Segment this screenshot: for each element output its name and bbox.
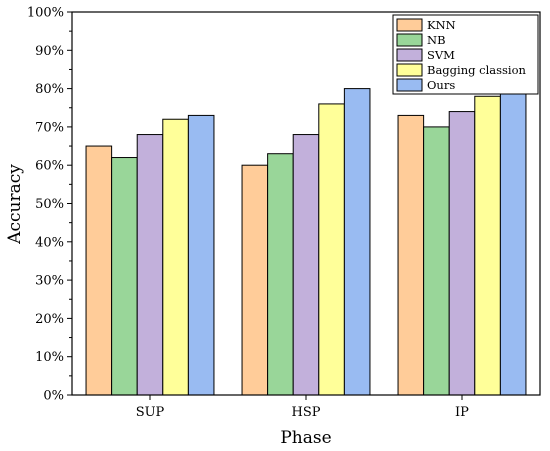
bar-knn-ip <box>397 114 425 396</box>
x-tick-label: IP <box>455 405 469 420</box>
legend-swatch-nb <box>396 33 423 47</box>
bar-bagging-classion-hsp <box>318 103 345 396</box>
legend-label-knn: KNN <box>427 18 456 32</box>
y-tick-label: 100% <box>27 6 64 21</box>
bar-ours-sup <box>187 114 215 396</box>
bar-bagging-classion-sup <box>162 118 189 396</box>
y-tick-label: 30% <box>35 274 64 289</box>
legend-swatch-bagging-classion <box>396 63 423 77</box>
y-axis-title: Accuracy <box>5 164 25 245</box>
bar-nb-hsp <box>267 153 294 396</box>
x-axis-title: Phase <box>280 428 331 448</box>
legend-swatch-knn <box>396 18 423 32</box>
y-tick-label: 80% <box>35 82 64 97</box>
y-tick-label: 10% <box>35 350 64 365</box>
legend-swatch-svm <box>396 48 423 62</box>
y-tick-label: 0% <box>43 389 64 404</box>
bar-svm-hsp <box>292 134 320 396</box>
bar-ours-hsp <box>343 88 371 396</box>
legend-label-bagging-classion: Bagging classion <box>427 63 527 77</box>
bar-svm-ip <box>448 111 476 396</box>
legend-swatch-ours <box>396 78 423 92</box>
legend-label-ours: Ours <box>427 78 455 92</box>
bars-group <box>85 88 527 396</box>
y-tick-label: 60% <box>35 159 64 174</box>
y-tick-label: 20% <box>35 312 64 327</box>
bar-bagging-classion-ip <box>474 95 501 396</box>
x-axis: SUP HSP IP <box>136 395 469 420</box>
y-tick-label: 50% <box>35 197 64 212</box>
x-tick-label: SUP <box>136 405 165 420</box>
y-tick-label: 40% <box>35 235 64 250</box>
legend-label-svm: SVM <box>427 48 455 62</box>
bar-svm-sup <box>136 134 164 396</box>
bar-knn-sup <box>85 145 113 396</box>
legend-label-nb: NB <box>427 33 446 47</box>
bar-knn-hsp <box>241 164 269 396</box>
y-axis: 0% 10% 20% 30% 40% 50% 60% 70% 80% 90% 100% <box>27 6 72 404</box>
y-tick-label: 70% <box>35 120 64 135</box>
y-tick-label: 90% <box>35 44 64 59</box>
bar-nb-ip <box>423 126 450 396</box>
bar-ours-ip <box>499 91 527 396</box>
bar-nb-sup <box>111 157 138 396</box>
x-tick-label: HSP <box>292 405 321 420</box>
